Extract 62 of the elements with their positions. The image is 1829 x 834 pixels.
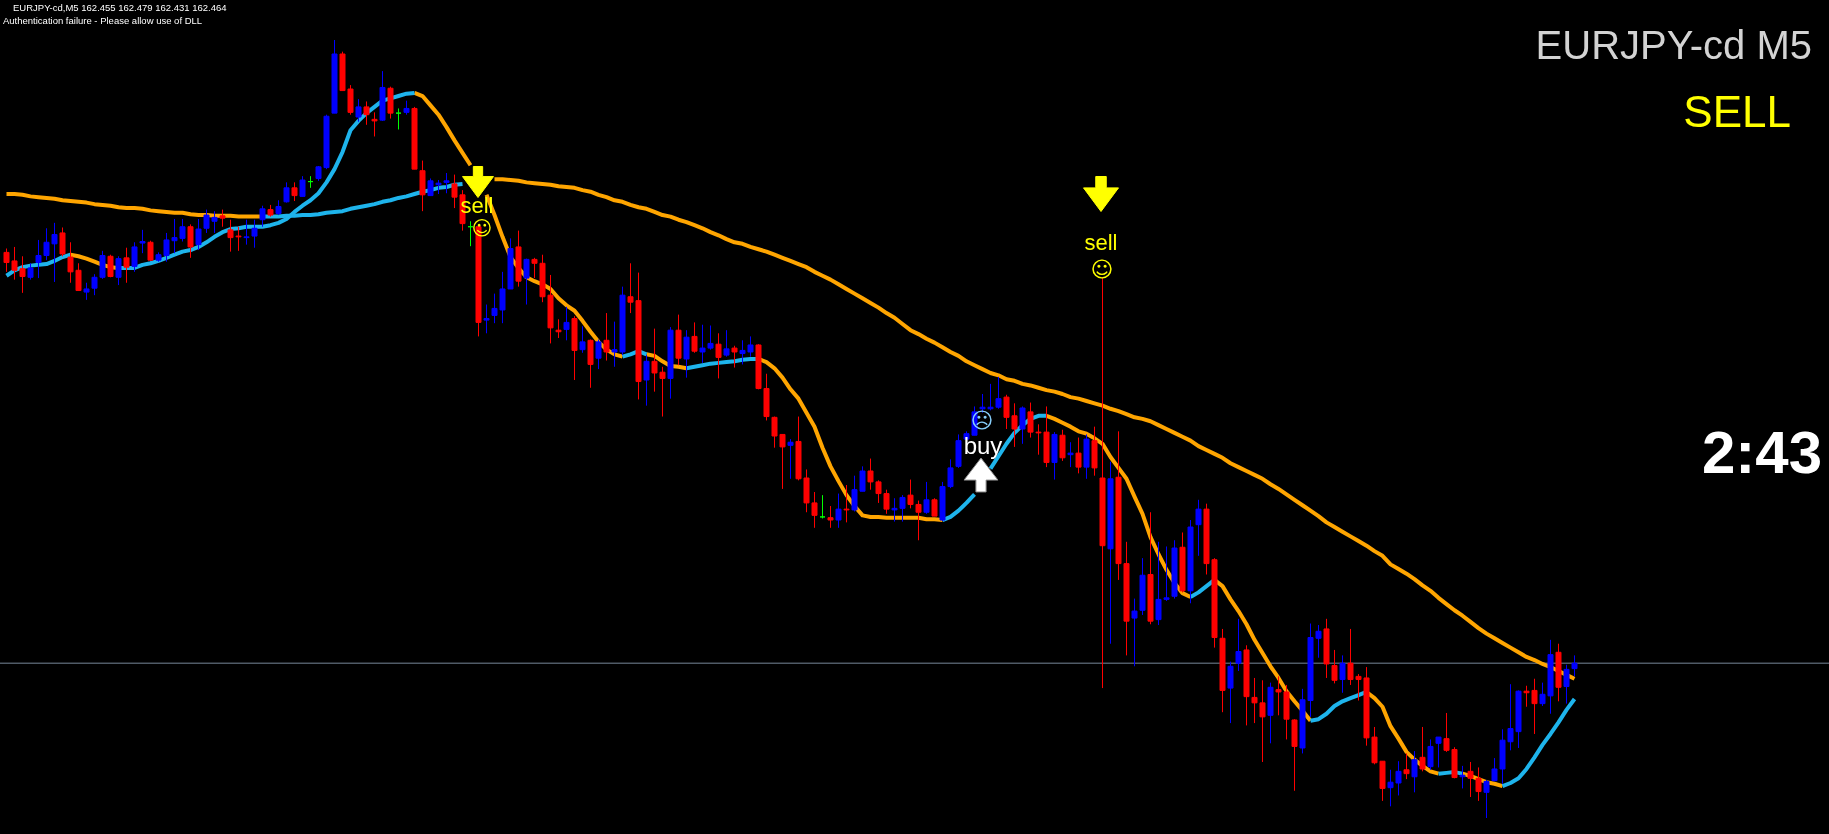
text: SELL: [1683, 87, 1791, 136]
candlestick: [443, 172, 450, 194]
candlestick: [139, 229, 146, 254]
annotation: ☺: [1090, 257, 1114, 282]
candlestick: [523, 258, 530, 306]
candlestick: [819, 494, 826, 519]
candlestick: [483, 304, 490, 334]
candlestick: [827, 505, 834, 529]
candlestick: [923, 481, 930, 515]
candlestick: [843, 484, 850, 523]
candlestick: [259, 205, 266, 228]
candlestick: [59, 227, 66, 257]
annotation: sell: [1084, 230, 1118, 255]
candlestick: [1419, 726, 1426, 772]
candlestick: [1227, 661, 1234, 724]
candlestick: [1427, 738, 1434, 771]
candlestick: [1195, 499, 1202, 557]
candlestick: [1435, 736, 1442, 768]
candlestick: [1411, 750, 1418, 793]
candlestick: [1403, 752, 1410, 780]
candlestick: [643, 354, 650, 407]
text: EURJPY-cd M5: [1535, 23, 1812, 67]
candlestick: [787, 438, 794, 480]
candlestick: [579, 325, 586, 354]
candlestick: [1059, 429, 1066, 462]
annotation: ☺: [471, 216, 493, 240]
candlestick: [299, 175, 306, 197]
candlestick: [363, 100, 370, 126]
candlestick: [283, 181, 290, 204]
candlestick: [147, 240, 154, 262]
candlestick: [555, 318, 562, 339]
annotation: buy: [963, 432, 1003, 459]
candlestick: [731, 345, 738, 369]
candlestick: [715, 332, 722, 379]
candlestick: [723, 329, 730, 358]
candlestick: [1571, 654, 1578, 677]
candlestick: [1331, 649, 1338, 684]
candlestick: [123, 247, 130, 284]
text: EURJPY-cd,M5 162.455 162.479 162.431 162.464: [13, 2, 227, 13]
candlestick: [595, 339, 602, 370]
candlestick: [603, 312, 610, 362]
candlestick: [1563, 664, 1570, 705]
candlestick: [1483, 779, 1490, 819]
candlestick: [1339, 654, 1346, 694]
candlestick: [835, 493, 842, 529]
candlestick: [1235, 618, 1242, 672]
candlestick: [115, 255, 122, 286]
text: Authentication failure - Please allow use of DLL: [3, 15, 203, 26]
candlestick: [187, 223, 194, 259]
candlestick: [563, 306, 570, 341]
candlestick: [371, 111, 378, 137]
candlestick: [395, 107, 402, 130]
candlestick: [683, 329, 690, 379]
candlestick: [131, 241, 138, 273]
candlestick: [291, 181, 298, 202]
candlestick: [1067, 441, 1074, 468]
candlestick: [355, 98, 362, 123]
candlestick: [1459, 765, 1466, 789]
candlestick: [1019, 405, 1026, 445]
candlestick: [1075, 437, 1082, 474]
text: 2:43: [1701, 419, 1822, 486]
candlestick: [691, 321, 698, 354]
